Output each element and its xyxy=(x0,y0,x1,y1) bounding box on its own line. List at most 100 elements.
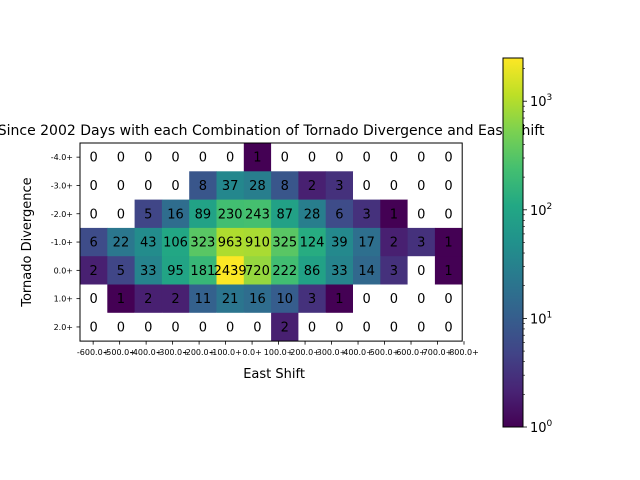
cell-value-label: 43 xyxy=(140,236,157,251)
cell-value-label: 5 xyxy=(144,207,152,222)
heatmap-cell xyxy=(243,256,272,285)
x-tick-label: -300.0+ xyxy=(156,348,189,357)
colorbar-tick-label: 100 xyxy=(530,419,553,436)
cell-value-label: 37 xyxy=(222,179,239,194)
heatmap-cell xyxy=(243,143,272,172)
cell-value-label: 0 xyxy=(281,151,289,166)
heatmap-cell xyxy=(134,312,163,342)
x-tick-label: -200.0+ xyxy=(183,348,216,357)
heatmap-cell xyxy=(325,143,354,172)
heatmap-cell xyxy=(161,199,190,229)
cell-value-label: 0 xyxy=(171,320,179,335)
cell-value-label: 8 xyxy=(281,179,289,194)
heatmap-cell xyxy=(407,227,436,257)
cell-value-label: 1 xyxy=(335,292,343,307)
heatmap-cell xyxy=(80,143,108,172)
cell-value-label: 230 xyxy=(218,207,243,222)
cell-value-label: 6 xyxy=(335,207,343,222)
heatmap-cell xyxy=(271,312,299,342)
heatmap-cell xyxy=(380,312,408,342)
cell-value-label: 0 xyxy=(308,151,316,166)
x-tick-label: -500.0+ xyxy=(103,348,136,357)
cell-value-label: 0 xyxy=(417,292,425,307)
heatmap-cell xyxy=(134,284,163,314)
cell-value-label: 17 xyxy=(358,236,375,251)
heatmap-cell xyxy=(434,171,463,200)
y-tick-label: 2.0+ xyxy=(54,323,73,332)
heatmap-cell xyxy=(407,143,436,172)
heatmap-cell xyxy=(380,256,408,285)
heatmap-cell xyxy=(243,312,272,342)
cell-value-label: 2 xyxy=(144,292,152,307)
cell-value-label: 5 xyxy=(117,264,125,279)
cell-value-label: 16 xyxy=(249,292,266,307)
cell-value-label: 3 xyxy=(308,292,316,307)
cell-value-label: 33 xyxy=(140,264,157,279)
x-tick-label: 0.0+ xyxy=(242,348,261,357)
heatmap-cell xyxy=(216,143,245,172)
heatmap-cell xyxy=(161,143,190,172)
heatmap-cell xyxy=(271,284,299,314)
cell-value-label: 0 xyxy=(390,179,398,194)
cell-value-label: 11 xyxy=(195,292,212,307)
cell-value-label: 0 xyxy=(363,151,371,166)
x-tick-label: 600.0+ xyxy=(396,348,426,357)
x-tick-label: 800.0+ xyxy=(449,348,479,357)
cell-value-label: 3 xyxy=(363,207,371,222)
x-axis-ticks: -600.0+-500.0+-400.0+-300.0+-200.0+-100.… xyxy=(77,341,479,357)
cell-value-label: 0 xyxy=(117,207,125,222)
heatmap-cell xyxy=(243,171,272,200)
cell-value-label: 1 xyxy=(444,236,452,251)
cell-value-label: 0 xyxy=(444,179,452,194)
heatmap-cell xyxy=(434,143,463,172)
heatmap-cell xyxy=(80,227,108,257)
cell-value-label: 0 xyxy=(117,320,125,335)
x-tick-label: 400.0+ xyxy=(343,348,373,357)
cell-value-label: 2 xyxy=(281,320,289,335)
cell-value-label: 87 xyxy=(276,207,293,222)
heatmap-cell xyxy=(434,227,463,257)
heatmap-cell xyxy=(107,227,135,257)
heatmap-cell xyxy=(353,143,381,172)
heatmap-cell xyxy=(325,199,354,229)
cell-value-label: 0 xyxy=(417,207,425,222)
x-tick-label: -100.0+ xyxy=(209,348,242,357)
heatmap-cell xyxy=(434,312,463,342)
cell-value-label: 0 xyxy=(335,151,343,166)
y-tick-label: -2.0+ xyxy=(51,210,73,219)
cell-value-label: 323 xyxy=(190,236,215,251)
heatmap-cell xyxy=(80,199,108,229)
heatmap-cell xyxy=(325,312,354,342)
heatmap-cell xyxy=(243,199,272,229)
heatmap-cell xyxy=(80,312,108,342)
heatmap-cell xyxy=(298,171,327,200)
heatmap-cell xyxy=(189,199,217,229)
cell-value-label: 10 xyxy=(276,292,293,307)
cell-value-label: 2439 xyxy=(214,264,247,279)
heatmap-cell xyxy=(189,227,217,257)
cell-value-label: 6 xyxy=(90,236,98,251)
heatmap-cell xyxy=(189,256,217,285)
cell-value-label: 0 xyxy=(390,151,398,166)
cell-value-label: 124 xyxy=(300,236,325,251)
cell-value-label: 0 xyxy=(417,179,425,194)
y-tick-label: 0.0+ xyxy=(54,266,73,275)
cell-value-label: 1 xyxy=(117,292,125,307)
cell-value-label: 21 xyxy=(222,292,239,307)
cell-value-label: 95 xyxy=(167,264,184,279)
heatmap-cell xyxy=(380,143,408,172)
heatmap-cell xyxy=(271,199,299,229)
cell-value-label: 2 xyxy=(90,264,98,279)
heatmap-cell xyxy=(298,256,327,285)
cell-value-label: 1 xyxy=(253,151,261,166)
heatmap-cell xyxy=(107,284,135,314)
heatmap-cell xyxy=(134,256,163,285)
heatmap-cell xyxy=(353,227,381,257)
heatmap-cell xyxy=(325,284,354,314)
cell-value-label: 0 xyxy=(390,320,398,335)
x-tick-label: -600.0+ xyxy=(77,348,110,357)
colorbar-tick-label: 101 xyxy=(530,310,552,327)
cell-value-label: 0 xyxy=(417,151,425,166)
heatmap-cell xyxy=(216,199,245,229)
heatmap-cell xyxy=(161,284,190,314)
